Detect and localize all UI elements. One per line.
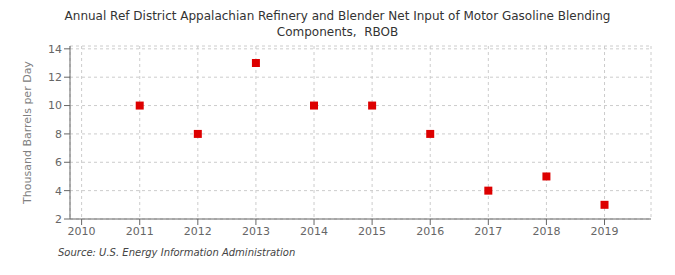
svg-text:2016: 2016	[416, 225, 444, 238]
html-text:Annual Ref District Appalachia: Annual Ref District Appalachian Refinery…	[64, 9, 611, 23]
svg-text:2011: 2011	[126, 225, 154, 238]
svg-text:2018: 2018	[532, 225, 560, 238]
svg-text:2017: 2017	[474, 225, 502, 238]
svg-text:12: 12	[48, 71, 62, 84]
svg-text:2: 2	[55, 213, 62, 226]
svg-text:2012: 2012	[184, 225, 212, 238]
html-text:Source: U.S. Energy Informatio: Source: U.S. Energy Information Administ…	[58, 247, 296, 258]
svg-text:2015: 2015	[358, 225, 386, 238]
svg-text:2013: 2013	[242, 225, 270, 238]
svg-text:6: 6	[55, 156, 62, 169]
svg-text:2014: 2014	[300, 225, 328, 238]
svg-text:2019: 2019	[591, 225, 619, 238]
svg-text:Thousand Barrels per Day: Thousand Barrels per Day	[21, 61, 34, 205]
svg-text:8: 8	[55, 128, 62, 141]
html-text:Components, RBOB: Components, RBOB	[276, 25, 399, 39]
svg-text:2010: 2010	[68, 225, 96, 238]
svg-text:4: 4	[55, 185, 62, 198]
svg-text:10: 10	[48, 99, 62, 112]
svg-text:14: 14	[48, 43, 62, 56]
